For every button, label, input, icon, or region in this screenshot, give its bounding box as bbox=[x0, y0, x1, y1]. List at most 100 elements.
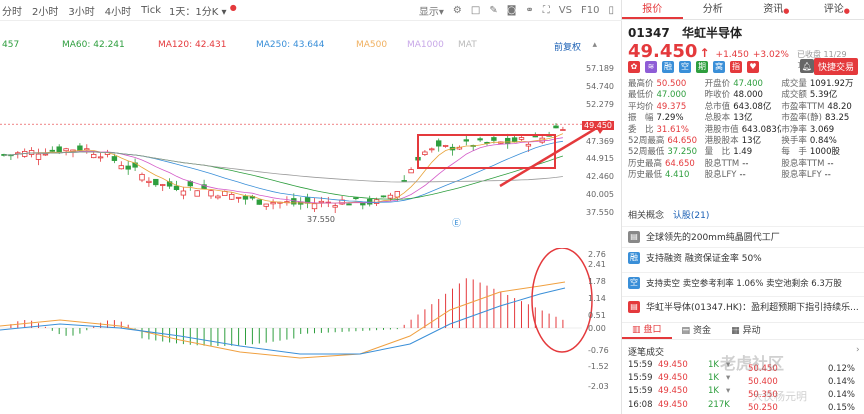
tick-time: 15:59 bbox=[628, 386, 653, 396]
subtab-orderbook[interactable]: ▥ 盘口 bbox=[622, 323, 672, 339]
candle-body bbox=[242, 195, 249, 200]
tab-analysis[interactable]: 分析 bbox=[702, 4, 723, 15]
period-4h[interactable]: 4小时 bbox=[104, 6, 132, 18]
collapse-icon[interactable]: ▴ bbox=[592, 40, 597, 50]
depth-subtabs: ▥ 盘口 ▤ 资金 ▦ 异动 bbox=[622, 322, 864, 340]
quote-key: 股息率LFY bbox=[781, 170, 822, 180]
quote-value: 47.400 bbox=[733, 79, 763, 89]
f10-button[interactable]: F10 bbox=[581, 5, 600, 16]
tick-volume: 1K bbox=[708, 373, 719, 383]
period-3h[interactable]: 3小时 bbox=[68, 6, 95, 18]
notification-dot-icon: ● bbox=[229, 2, 237, 12]
subtab-label: 资金 bbox=[693, 325, 712, 336]
depth-pct: 0.12% bbox=[828, 364, 856, 374]
highlight-box bbox=[417, 134, 556, 169]
price-tick: 37.550 bbox=[586, 208, 614, 217]
tab-comments[interactable]: 评论 ● bbox=[804, 0, 864, 19]
quote-row: 历史最高 64.650 股息TTM -- 股息率TTM -- bbox=[628, 157, 858, 168]
period-tick[interactable]: Tick bbox=[141, 4, 161, 16]
finance-icon: 融 bbox=[628, 251, 640, 264]
quote-value: 1091.92万 bbox=[809, 79, 854, 89]
news-text: 支持融资 融资保证金率 50% bbox=[646, 254, 762, 264]
fullscreen-icon[interactable]: ⛶ bbox=[542, 5, 550, 16]
short-icon[interactable]: 空 bbox=[679, 60, 691, 73]
news-item[interactable]: ▤ 华虹半导体(01347.HK)：盈利超预期下指引持续乐... bbox=[622, 296, 864, 316]
news-item[interactable]: 融 支持融资 融资保证金率 50% bbox=[622, 247, 864, 267]
macd-chart[interactable] bbox=[0, 248, 622, 414]
candle-body bbox=[208, 190, 214, 197]
candle-body bbox=[511, 137, 518, 143]
settings-gear-icon[interactable]: ⚙ bbox=[452, 5, 462, 16]
tab-news[interactable]: 资讯 ● bbox=[743, 0, 804, 19]
option-icon[interactable]: 期 bbox=[696, 60, 708, 73]
candle-body bbox=[401, 180, 407, 182]
macd-tick: 2.76 bbox=[588, 250, 606, 259]
vs-button[interactable]: VS bbox=[558, 5, 572, 16]
tab-comments-label: 评论 bbox=[823, 4, 844, 15]
subtab-capital[interactable]: ▤ 资金 bbox=[672, 323, 722, 339]
macd-tick: 0.00 bbox=[588, 324, 606, 333]
quote-key: 振 幅 bbox=[628, 113, 654, 123]
tick-row: 15:59 49.450 1K ▾ bbox=[622, 386, 864, 397]
direction-icon: ▾ bbox=[726, 373, 731, 383]
quote-value: 643.08亿 bbox=[733, 101, 772, 112]
adjust-mode-button[interactable]: 前复权 bbox=[553, 43, 581, 53]
camera-icon[interactable]: ◙ bbox=[506, 5, 517, 16]
shape-tool-icon[interactable]: □ bbox=[470, 5, 481, 16]
quote-cell: 市盈率TTM 48.20 bbox=[781, 100, 858, 111]
candle-body bbox=[346, 203, 352, 206]
index-icon[interactable]: 指 bbox=[730, 60, 742, 73]
warrants-count[interactable]: 认股(21) bbox=[672, 211, 710, 221]
quote-row: 平均价 49.375 总市值 643.08亿 市盈率TTM 48.20 bbox=[628, 100, 858, 111]
subtab-alerts[interactable]: ▦ 异动 bbox=[721, 323, 771, 339]
price-tick: 57.189 bbox=[586, 64, 614, 73]
news-item[interactable]: ▤ 全球领先的200mm纯晶圆代工厂 bbox=[622, 226, 864, 246]
moving-average-line bbox=[3, 133, 564, 204]
macd-tick: -1.52 bbox=[588, 362, 609, 371]
favorite-heart-icon[interactable]: ♥ bbox=[747, 60, 759, 73]
related-concepts[interactable]: 相关概念 认股(21) bbox=[628, 208, 709, 221]
hk-flag-icon[interactable]: ✿ bbox=[628, 60, 640, 73]
stock-title: 01347 华虹半导体 bbox=[628, 24, 858, 41]
quote-cell: 平均价 49.375 bbox=[628, 100, 705, 111]
quote-cell: 委 比 31.61% bbox=[628, 123, 705, 134]
pen-icon[interactable]: ✎ bbox=[489, 5, 498, 16]
watermark-author: 大侠杨元明 bbox=[752, 390, 807, 403]
connect-icon[interactable]: ≋ bbox=[645, 60, 657, 73]
tick-price: 49.450 bbox=[658, 386, 688, 396]
price-tick: 42.460 bbox=[586, 172, 614, 181]
quote-value: -- bbox=[824, 170, 831, 180]
quote-value: 37.250 bbox=[667, 147, 698, 157]
notification-dot-icon: ● bbox=[843, 7, 850, 15]
candle-body bbox=[228, 193, 235, 200]
period-intraday[interactable]: 分时 bbox=[2, 6, 22, 18]
candle-body bbox=[353, 197, 359, 200]
event-e-icon[interactable]: Ⓔ bbox=[452, 219, 462, 229]
quote-value: 48.000 bbox=[733, 90, 763, 100]
quote-key: 总股本 bbox=[704, 113, 731, 123]
link-icon[interactable]: ⚭ bbox=[525, 5, 534, 16]
split-icon[interactable]: ▯ bbox=[608, 5, 614, 16]
margin-icon[interactable]: 融 bbox=[662, 60, 674, 73]
news-item[interactable]: 空 支持卖空 卖空参考利率 1.06% 卖空池剩余 6.3万股 bbox=[622, 272, 864, 292]
candle-body bbox=[360, 202, 366, 206]
depth-pct: 0.15% bbox=[828, 403, 856, 413]
period-dropdown[interactable]: 1天：1分K ▾ ● bbox=[169, 3, 237, 18]
display-menu[interactable]: 显示▾ bbox=[418, 7, 444, 18]
tab-quote[interactable]: 报价 bbox=[622, 0, 683, 19]
bell-icon[interactable]: 🔔︎ bbox=[800, 59, 814, 73]
candlestick-chart[interactable] bbox=[0, 52, 622, 232]
quote-value: 64.650 bbox=[667, 135, 698, 146]
period-2h[interactable]: 2小时 bbox=[32, 6, 59, 18]
candle-body bbox=[201, 184, 207, 190]
mat-label: MAT bbox=[458, 40, 477, 50]
expand-icon[interactable]: › bbox=[856, 345, 860, 355]
quote-cell: 每 手 1000股 bbox=[781, 145, 858, 156]
quote-value: -- bbox=[742, 158, 749, 169]
warrant-icon[interactable]: 窝 bbox=[713, 60, 725, 73]
ma120-label: MA120: 42.431 bbox=[158, 40, 227, 50]
quick-trade-button[interactable]: 快捷交易 bbox=[813, 58, 858, 75]
candle-body bbox=[180, 190, 187, 196]
chart-area[interactable]: 分时 2小时 3小时 4小时 Tick 1天：1分K ▾ ● 显示▾ ⚙ □ ✎… bbox=[0, 0, 622, 414]
quote-panel: 报价 分析 资讯 ● 评论 ● 01347 华虹半导体 49.450 ↑ +1.45… bbox=[622, 0, 864, 414]
